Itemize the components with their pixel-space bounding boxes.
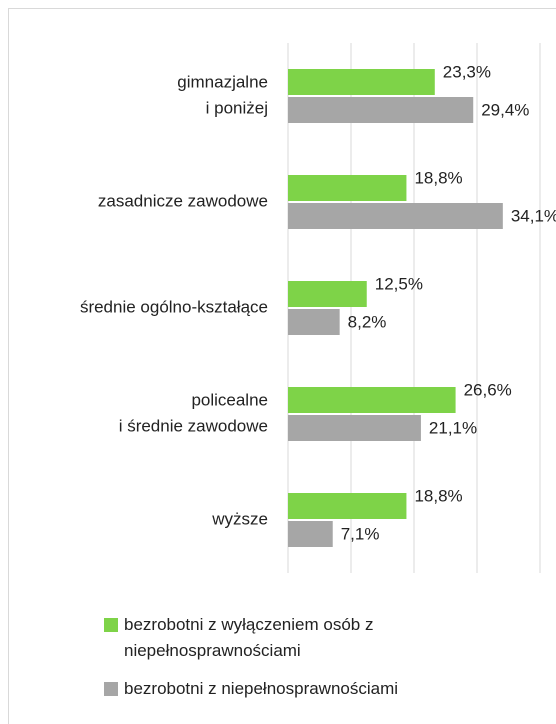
bar xyxy=(288,97,474,123)
data-label: 23,3% xyxy=(443,62,491,81)
data-label: 26,6% xyxy=(464,380,512,399)
data-label: 21,1% xyxy=(429,418,477,437)
legend-item: bezrobotni z wyłączeniem osób z niepełno… xyxy=(104,612,464,664)
y-tick-label: policealne xyxy=(191,390,268,409)
bar xyxy=(288,175,407,201)
bar xyxy=(288,387,456,413)
bar xyxy=(288,203,503,229)
legend-swatch xyxy=(104,618,118,632)
y-tick-label: i poniżej xyxy=(206,98,268,117)
y-tick-label: i średnie zawodowe xyxy=(119,416,268,435)
chart-border xyxy=(8,8,556,724)
bar xyxy=(288,415,421,441)
y-tick-label: zasadnicze zawodowe xyxy=(98,191,268,210)
y-tick-label: średnie ogólno-kształące xyxy=(80,297,268,316)
y-tick-label: gimnazjalne xyxy=(177,72,268,91)
data-label: 8,2% xyxy=(348,312,387,331)
data-label: 29,4% xyxy=(481,100,529,119)
bar xyxy=(288,309,340,335)
legend: bezrobotni z wyłączeniem osób z niepełno… xyxy=(104,612,464,714)
bar xyxy=(288,493,407,519)
data-label: 18,8% xyxy=(414,486,462,505)
y-tick-label: wyższe xyxy=(211,509,268,528)
bar xyxy=(288,281,367,307)
bar xyxy=(288,69,435,95)
legend-item: bezrobotni z niepełnosprawnościami xyxy=(104,676,464,702)
data-label: 12,5% xyxy=(375,274,423,293)
legend-label: bezrobotni z wyłączeniem osób z niepełno… xyxy=(124,615,374,660)
data-label: 7,1% xyxy=(341,524,380,543)
legend-swatch xyxy=(104,682,118,696)
legend-label: bezrobotni z niepełnosprawnościami xyxy=(124,679,399,698)
bar xyxy=(288,521,333,547)
data-label: 18,8% xyxy=(414,168,462,187)
data-label: 34,1% xyxy=(511,206,556,225)
